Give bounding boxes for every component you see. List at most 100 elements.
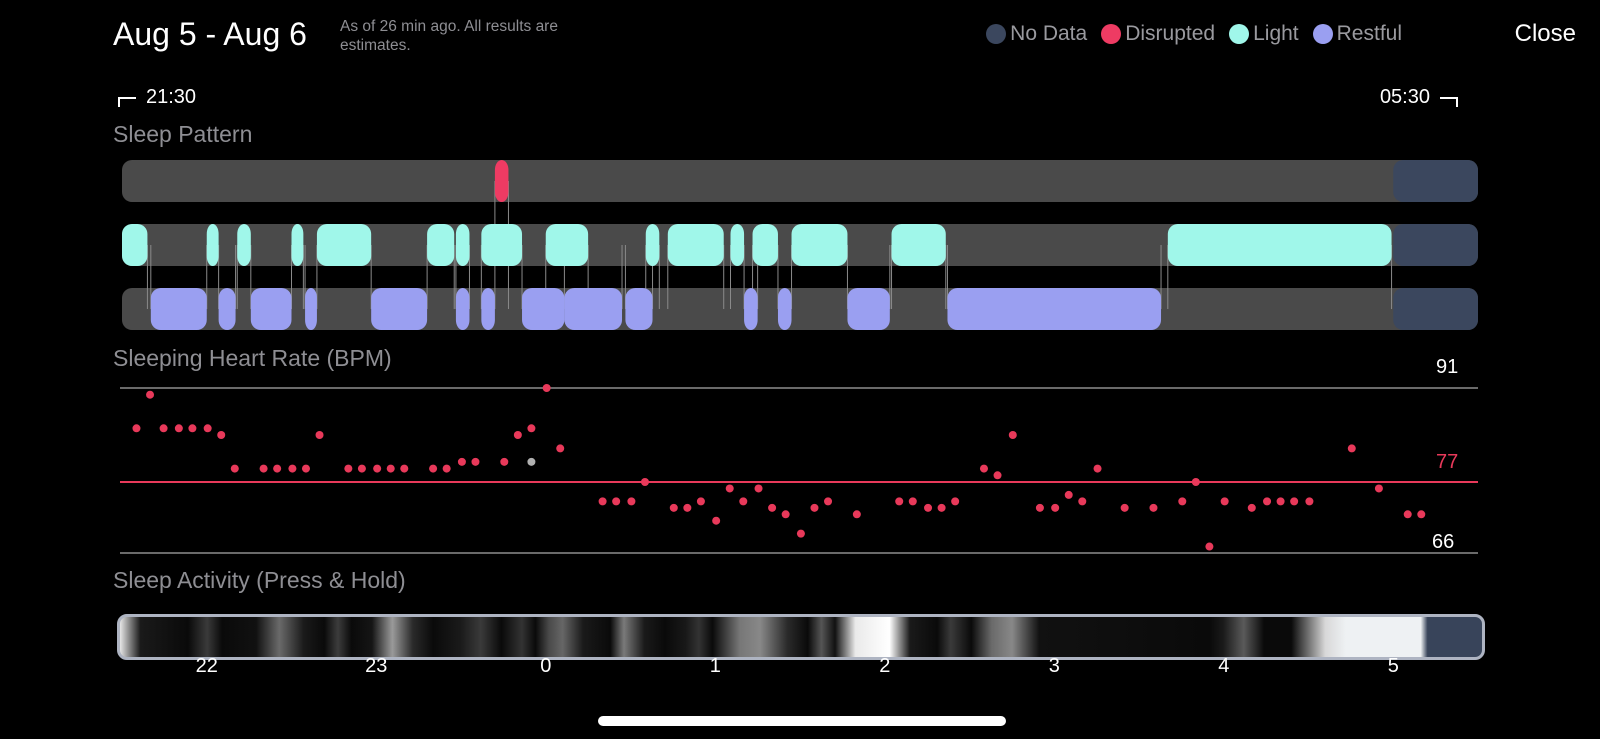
hr-point xyxy=(598,497,607,506)
home-indicator[interactable] xyxy=(598,716,1006,726)
restful-track xyxy=(122,288,1478,330)
hour-axis: 22 23 0 1 2 3 4 5 xyxy=(0,655,1600,685)
window-end-time: 05:30 xyxy=(1379,86,1430,108)
hr-point xyxy=(1093,464,1102,473)
light-segment xyxy=(752,224,778,266)
hr-point xyxy=(1035,503,1044,512)
hr-point-highlight xyxy=(527,457,536,466)
hr-point xyxy=(146,390,155,399)
hr-point xyxy=(1051,503,1060,512)
hr-point xyxy=(188,424,197,433)
hr-point xyxy=(1220,497,1229,506)
hr-point xyxy=(908,497,917,506)
hr-point xyxy=(810,503,819,512)
hr-point xyxy=(739,497,748,506)
legend-item-disrupted: Disrupted xyxy=(1101,22,1215,46)
sleep-pattern-title: Sleep Pattern xyxy=(113,121,253,147)
hr-point xyxy=(513,431,522,439)
hr-point xyxy=(1178,497,1187,506)
hr-point xyxy=(612,497,621,506)
restful-segment xyxy=(564,288,623,330)
legend: No Data Disrupted Light Restful xyxy=(986,22,1402,46)
hr-point xyxy=(1149,503,1158,512)
hr-point xyxy=(471,457,480,466)
hour-tick-label: 3 xyxy=(1048,655,1060,677)
hour-tick-label: 1 xyxy=(709,655,721,677)
no-data-dot-icon xyxy=(986,24,1007,44)
light-segment xyxy=(791,224,848,266)
hr-point xyxy=(824,497,833,506)
hr-point xyxy=(1247,503,1256,512)
hr-point xyxy=(937,503,946,512)
restful-segment xyxy=(847,288,890,330)
hr-point xyxy=(1078,497,1087,506)
hr-point xyxy=(315,431,324,439)
hr-point xyxy=(979,464,988,473)
light-segment xyxy=(645,224,660,266)
light-segment xyxy=(291,224,304,266)
hr-point xyxy=(500,457,509,466)
restful-segment xyxy=(522,288,565,330)
hour-tick-label: 5 xyxy=(1387,655,1399,677)
hr-point xyxy=(796,529,805,538)
hour-tick-label: 23 xyxy=(365,655,388,677)
hr-point xyxy=(781,510,790,519)
hr-point xyxy=(1403,510,1412,519)
hr-point xyxy=(386,464,395,473)
hour-tick-label: 4 xyxy=(1218,655,1230,677)
hr-point xyxy=(527,424,536,433)
hr-point xyxy=(712,516,721,525)
estimate-status-note: As of 26 min ago. All results are estima… xyxy=(340,18,558,54)
hr-point xyxy=(288,464,297,473)
light-segment xyxy=(730,224,745,266)
hr-point xyxy=(273,464,282,473)
hour-tick-label: 2 xyxy=(879,655,891,677)
sleep-activity-strip[interactable] xyxy=(117,614,1485,660)
restful-segment xyxy=(947,288,1162,330)
hr-point xyxy=(993,471,1002,480)
hr-point xyxy=(1064,490,1073,499)
close-button[interactable]: Close xyxy=(1514,20,1576,47)
hr-point xyxy=(1008,431,1017,439)
disrupted-track xyxy=(122,160,1478,202)
light-segment xyxy=(667,224,724,266)
hr-point xyxy=(696,497,705,506)
hr-point xyxy=(1290,497,1299,506)
legend-label: No Data xyxy=(1010,22,1088,45)
light-segment xyxy=(237,224,251,266)
light-segment xyxy=(206,224,219,266)
hr-point xyxy=(373,464,382,473)
light-segment xyxy=(545,224,589,266)
hr-point xyxy=(627,497,636,506)
hr-point xyxy=(400,464,409,473)
disrupted-dot-icon xyxy=(1101,24,1122,44)
hr-point xyxy=(344,464,353,473)
legend-item-light: Light xyxy=(1229,22,1299,46)
window-start-time: 21:30 xyxy=(146,86,197,108)
restful-segment xyxy=(777,288,792,330)
window-start-marker: 21:30 xyxy=(118,86,196,109)
hr-point xyxy=(556,444,565,453)
legend-item-restful: Restful xyxy=(1312,22,1402,46)
hr-avg-label: 77 xyxy=(1436,451,1459,473)
bracket-right-icon xyxy=(1440,96,1458,107)
hour-tick-label: 22 xyxy=(195,655,218,677)
restful-segment xyxy=(744,288,758,330)
hr-point xyxy=(768,503,777,512)
restful-segment xyxy=(455,288,470,330)
hr-point xyxy=(1120,503,1129,512)
legend-label: Light xyxy=(1253,22,1299,45)
legend-label: Restful xyxy=(1336,22,1402,45)
hr-point xyxy=(1276,497,1285,506)
hr-point xyxy=(725,484,734,493)
restful-segment xyxy=(305,288,317,330)
light-segment xyxy=(481,224,523,266)
hr-point xyxy=(1305,497,1314,506)
light-segment xyxy=(1167,224,1392,266)
hr-point xyxy=(951,497,960,506)
hr-point xyxy=(174,424,183,433)
restful-segment xyxy=(250,288,292,330)
hr-point xyxy=(669,503,678,512)
disrupted-segment xyxy=(494,160,509,202)
